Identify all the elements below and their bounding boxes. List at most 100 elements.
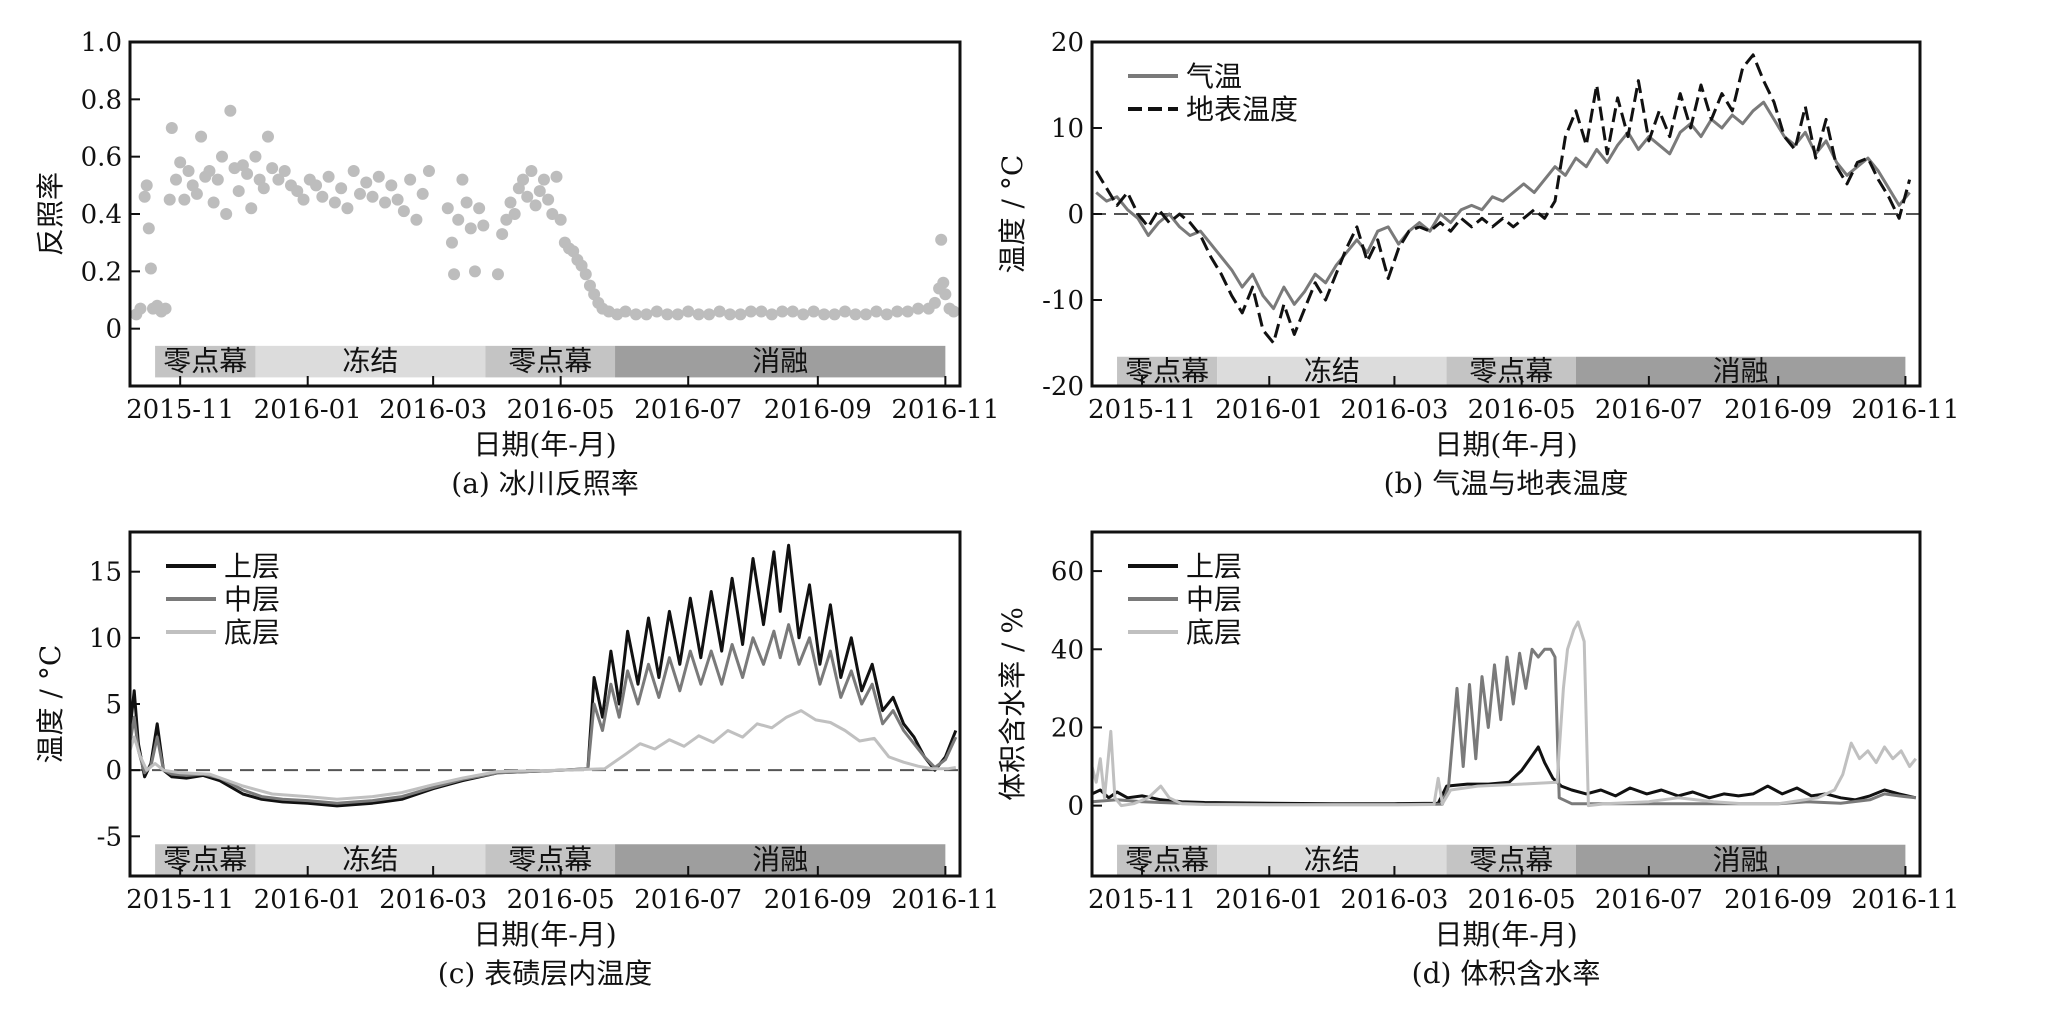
data-point-a-44 xyxy=(322,170,335,183)
x-tick-label-b-4: 2016-07 xyxy=(1595,395,1703,425)
legend-label-c-1: 中层 xyxy=(224,583,280,616)
data-point-a-60 xyxy=(422,165,435,177)
data-point-a-59 xyxy=(416,187,429,200)
data-point-a-22 xyxy=(211,173,224,186)
y-tick-label-c-4: 15 xyxy=(89,558,122,588)
data-point-a-85 xyxy=(550,170,563,183)
x-tick-label-a-1: 2016-01 xyxy=(254,395,362,425)
series-line-b-1 xyxy=(1094,53,1912,345)
data-point-a-29 xyxy=(241,167,254,180)
series-line-d-0 xyxy=(1092,745,1917,806)
data-point-a-126 xyxy=(901,305,914,318)
x-tick-label-a-5: 2016-09 xyxy=(764,395,872,425)
data-point-a-114 xyxy=(776,305,789,318)
data-point-a-45 xyxy=(328,196,341,209)
data-point-a-75 xyxy=(508,208,521,220)
x-axis-title-c: 日期(年-月) xyxy=(473,918,616,951)
data-point-a-31 xyxy=(249,150,262,163)
y-axis-title-d: 体积含水率 / % xyxy=(996,607,1029,801)
data-point-a-63 xyxy=(448,268,461,281)
y-tick-label-a-5: 1.0 xyxy=(81,28,122,58)
data-point-a-78 xyxy=(521,190,534,203)
phase-label-d-2: 零点幕 xyxy=(1469,843,1553,876)
x-tick-label-b-1: 2016-01 xyxy=(1215,395,1323,425)
data-point-a-99 xyxy=(619,305,632,318)
data-point-a-110 xyxy=(734,308,747,321)
data-point-a-80 xyxy=(529,199,542,212)
data-point-a-74 xyxy=(504,196,517,209)
data-point-a-79 xyxy=(525,165,538,177)
data-point-a-9 xyxy=(159,302,172,315)
data-point-a-109 xyxy=(724,308,737,321)
series-line-b-0 xyxy=(1095,100,1911,311)
phase-band-d-0 xyxy=(1117,844,1218,876)
series-line-d-2 xyxy=(1092,620,1917,808)
data-point-a-105 xyxy=(682,305,695,318)
phase-label-c-0: 零点幕 xyxy=(163,843,247,876)
data-point-a-116 xyxy=(797,308,810,321)
data-point-a-2 xyxy=(138,190,151,203)
data-point-a-13 xyxy=(174,156,187,169)
data-point-a-39 xyxy=(291,185,304,198)
x-tick-label-c-0: 2015-11 xyxy=(126,885,234,915)
y-tick-label-a-1: 0.2 xyxy=(81,257,122,287)
phase-label-b-0: 零点幕 xyxy=(1125,354,1209,387)
data-point-a-46 xyxy=(335,182,348,195)
data-point-a-117 xyxy=(807,305,820,318)
data-point-a-15 xyxy=(182,165,195,177)
plot-frame-d xyxy=(1090,530,1922,878)
data-point-a-54 xyxy=(385,179,398,192)
data-point-a-100 xyxy=(629,308,642,321)
x-tick-label-c-1: 2016-01 xyxy=(254,885,362,915)
panel-caption-c: (c) 表碛层内温度 xyxy=(438,957,652,990)
phase-band-c-1 xyxy=(255,844,486,876)
data-point-a-33 xyxy=(257,182,270,195)
data-point-a-132 xyxy=(937,276,950,289)
y-axis-title-c: 温度 / °C xyxy=(34,645,67,764)
data-point-a-129 xyxy=(928,296,941,309)
data-point-a-119 xyxy=(828,308,841,321)
data-point-a-36 xyxy=(272,173,285,186)
data-point-a-115 xyxy=(786,305,799,318)
data-point-a-42 xyxy=(310,179,323,192)
phase-label-c-2: 零点幕 xyxy=(508,843,592,876)
x-axis-title-a: 日期(年-月) xyxy=(473,428,616,461)
x-tick-label-d-2: 2016-03 xyxy=(1340,885,1448,915)
phase-band-b-2 xyxy=(1446,356,1576,386)
series-line-c-2 xyxy=(130,709,957,801)
data-point-a-69 xyxy=(473,202,486,215)
x-tick-label-c-6: 2016-11 xyxy=(891,885,999,915)
y-tick-label-b-2: 0 xyxy=(1067,200,1084,230)
x-tick-label-b-5: 2016-09 xyxy=(1724,395,1832,425)
data-point-a-102 xyxy=(650,305,663,318)
phase-label-a-2: 零点幕 xyxy=(508,345,592,378)
data-point-a-4 xyxy=(142,222,155,235)
data-point-a-83 xyxy=(542,193,555,206)
data-point-a-20 xyxy=(203,165,216,177)
data-point-a-10 xyxy=(163,193,176,206)
y-tick-label-d-2: 40 xyxy=(1051,635,1084,665)
data-point-a-58 xyxy=(410,213,423,226)
x-tick-label-c-3: 2016-05 xyxy=(507,885,615,915)
y-tick-label-b-3: 10 xyxy=(1051,114,1084,144)
data-point-a-18 xyxy=(195,130,208,143)
data-point-a-24 xyxy=(220,208,233,220)
data-point-a-3 xyxy=(140,179,153,192)
phase-band-b-3 xyxy=(1575,356,1906,386)
phase-label-d-1: 冻结 xyxy=(1304,843,1360,876)
data-point-a-56 xyxy=(397,205,410,218)
phase-band-b-0 xyxy=(1117,356,1218,386)
legend-label-c-2: 底层 xyxy=(224,616,280,649)
series-line-c-1 xyxy=(130,623,958,805)
data-point-a-12 xyxy=(169,173,182,186)
data-point-a-106 xyxy=(692,308,705,321)
legend-label-b-0: 气温 xyxy=(1186,60,1242,93)
data-point-a-107 xyxy=(703,308,716,321)
data-point-a-92 xyxy=(579,268,592,281)
x-tick-label-b-0: 2015-11 xyxy=(1088,395,1196,425)
data-point-a-53 xyxy=(379,196,392,209)
x-tick-label-a-4: 2016-07 xyxy=(634,395,742,425)
y-tick-label-a-0: 0 xyxy=(105,315,122,345)
